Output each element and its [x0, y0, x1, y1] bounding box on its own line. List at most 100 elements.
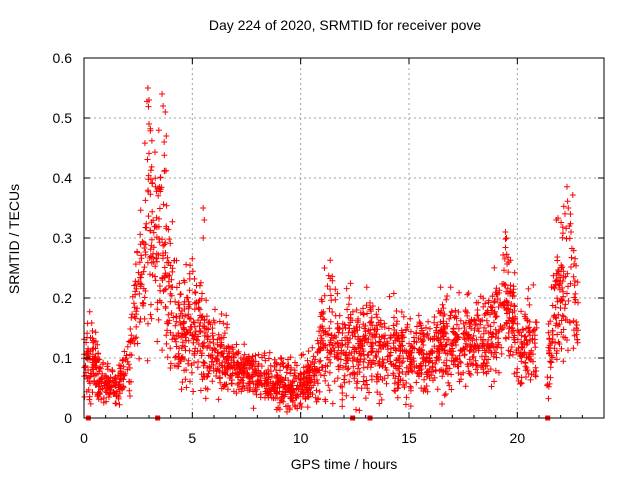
data-point	[464, 291, 471, 298]
data-point	[363, 284, 370, 291]
data-point	[379, 356, 386, 363]
data-point	[444, 350, 451, 357]
data-point	[204, 364, 211, 371]
data-point	[113, 392, 120, 399]
data-point	[373, 331, 380, 337]
data-point	[500, 280, 507, 287]
data-point	[559, 234, 566, 241]
data-point	[399, 347, 406, 354]
data-point	[456, 352, 463, 359]
data-point	[201, 374, 208, 381]
data-point	[163, 340, 170, 347]
data-point	[365, 327, 372, 334]
data-point	[360, 351, 367, 358]
data-point	[530, 351, 536, 358]
data-point	[197, 387, 204, 394]
data-point	[338, 350, 345, 357]
data-point	[170, 332, 177, 339]
data-point	[372, 360, 379, 367]
data-point	[233, 390, 240, 397]
data-point	[116, 386, 123, 393]
data-point	[430, 377, 436, 384]
data-point	[176, 280, 183, 287]
data-point	[292, 359, 298, 366]
data-point	[285, 386, 292, 393]
data-point	[491, 298, 498, 305]
data-point	[331, 353, 338, 360]
data-point	[509, 293, 516, 300]
data-point	[291, 402, 298, 409]
data-point	[415, 365, 422, 372]
data-point	[321, 316, 328, 323]
data-point	[556, 286, 563, 293]
data-point	[391, 314, 397, 321]
data-point	[563, 225, 570, 232]
data-point	[192, 289, 199, 296]
data-point	[149, 179, 156, 186]
data-point	[148, 242, 155, 249]
data-point	[126, 387, 133, 394]
data-point	[465, 290, 472, 297]
data-point	[456, 289, 463, 296]
data-point	[547, 318, 554, 325]
data-point	[546, 335, 553, 342]
data-point	[426, 358, 433, 365]
data-point	[530, 281, 537, 288]
data-point	[165, 259, 172, 266]
data-point	[550, 272, 557, 279]
data-point	[400, 377, 406, 384]
data-point	[96, 356, 103, 363]
data-point	[519, 341, 526, 347]
data-point	[421, 333, 428, 340]
data-point	[498, 326, 505, 333]
data-point	[452, 339, 459, 346]
data-point	[339, 390, 346, 396]
data-point	[549, 327, 556, 334]
data-point	[441, 311, 448, 318]
data-point	[209, 354, 216, 361]
data-point	[202, 385, 209, 392]
data-point	[368, 331, 375, 338]
data-point	[278, 356, 285, 362]
data-point	[318, 364, 325, 371]
data-point	[119, 375, 125, 382]
data-point	[553, 347, 560, 354]
data-point	[356, 342, 363, 349]
data-point	[199, 290, 205, 297]
data-point	[414, 323, 420, 330]
data-point	[375, 306, 382, 313]
data-point	[225, 360, 232, 367]
data-point	[407, 403, 414, 410]
data-point	[311, 372, 318, 379]
data-point	[461, 352, 468, 359]
data-point	[167, 360, 174, 367]
data-point	[544, 381, 551, 388]
data-point-peak	[162, 109, 169, 115]
data-point	[173, 338, 179, 345]
data-point	[496, 327, 503, 333]
data-point	[209, 378, 216, 385]
data-point	[217, 342, 224, 349]
data-point	[374, 314, 381, 321]
data-point	[177, 291, 184, 297]
data-point	[392, 345, 399, 352]
data-point	[94, 341, 101, 348]
x-tick-label: 15	[401, 430, 417, 446]
data-point	[455, 363, 462, 370]
data-point	[439, 401, 445, 407]
data-point	[107, 374, 114, 381]
data-point	[369, 348, 376, 354]
data-point	[239, 385, 246, 392]
data-point	[84, 330, 91, 337]
data-point	[568, 229, 574, 235]
data-point	[134, 340, 141, 347]
data-point	[318, 309, 325, 316]
data-point	[142, 197, 149, 204]
data-point	[472, 366, 479, 373]
data-point	[145, 176, 152, 183]
data-point	[283, 369, 290, 376]
data-point	[187, 262, 193, 269]
data-point-peak	[503, 235, 510, 241]
chart-title: Day 224 of 2020, SRMTID for receiver pov…	[208, 17, 482, 33]
data-point	[491, 310, 498, 317]
